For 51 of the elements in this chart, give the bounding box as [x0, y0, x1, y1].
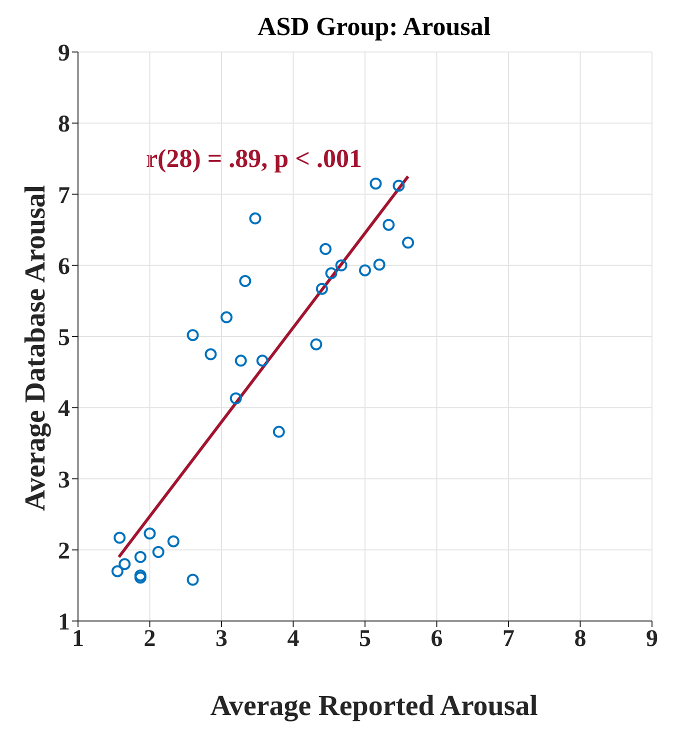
point [272, 426, 285, 438]
point [220, 311, 233, 324]
y-axis-title: Average Database Arousal [20, 185, 52, 511]
y-tick-label: 2 [58, 538, 70, 564]
point [256, 354, 268, 367]
chart-title: ASD Group: Arousal [256, 12, 492, 42]
point [316, 282, 328, 295]
y-tick-label: 4 [58, 396, 70, 422]
x-tick-label: 5 [359, 626, 371, 652]
point [167, 535, 180, 548]
y-tick-label: 8 [58, 112, 70, 138]
point [204, 348, 217, 360]
point [239, 275, 252, 288]
point [144, 528, 156, 540]
point [152, 546, 164, 558]
y-tick-label: 1 [58, 610, 70, 636]
x-axis-title: Average Reported Arousal [209, 690, 539, 723]
point [118, 558, 131, 570]
y-tick-label: 6 [58, 254, 70, 280]
y-tick-label: 9 [58, 40, 70, 67]
y-tick-label: 7 [58, 182, 70, 209]
point [402, 236, 414, 249]
point [111, 565, 124, 578]
x-tick-label: 8 [574, 626, 586, 652]
point [370, 178, 382, 190]
annotation: r(28) = .89, p < .001 [146, 144, 362, 174]
point [359, 264, 371, 276]
point [114, 532, 126, 544]
y-tick-label: 3 [58, 467, 70, 494]
point [134, 572, 146, 584]
point [320, 243, 332, 256]
point [186, 574, 199, 586]
point [230, 392, 242, 404]
point [134, 569, 146, 582]
y-tick-label: 5 [58, 325, 70, 352]
point [382, 218, 395, 231]
point [186, 329, 199, 342]
point [392, 180, 405, 192]
x-tick-label: 6 [430, 626, 443, 652]
x-tick-label: 2 [144, 626, 156, 652]
x-tick-label: 4 [287, 626, 300, 652]
x-tick-label: 3 [216, 626, 228, 652]
point [234, 354, 247, 367]
point [249, 212, 262, 224]
x-tick-label: 7 [502, 626, 514, 652]
point [134, 550, 146, 563]
x-tick-label: 9 [646, 626, 658, 652]
point [373, 258, 386, 271]
point [310, 338, 322, 350]
point [335, 259, 348, 272]
point [325, 267, 338, 280]
